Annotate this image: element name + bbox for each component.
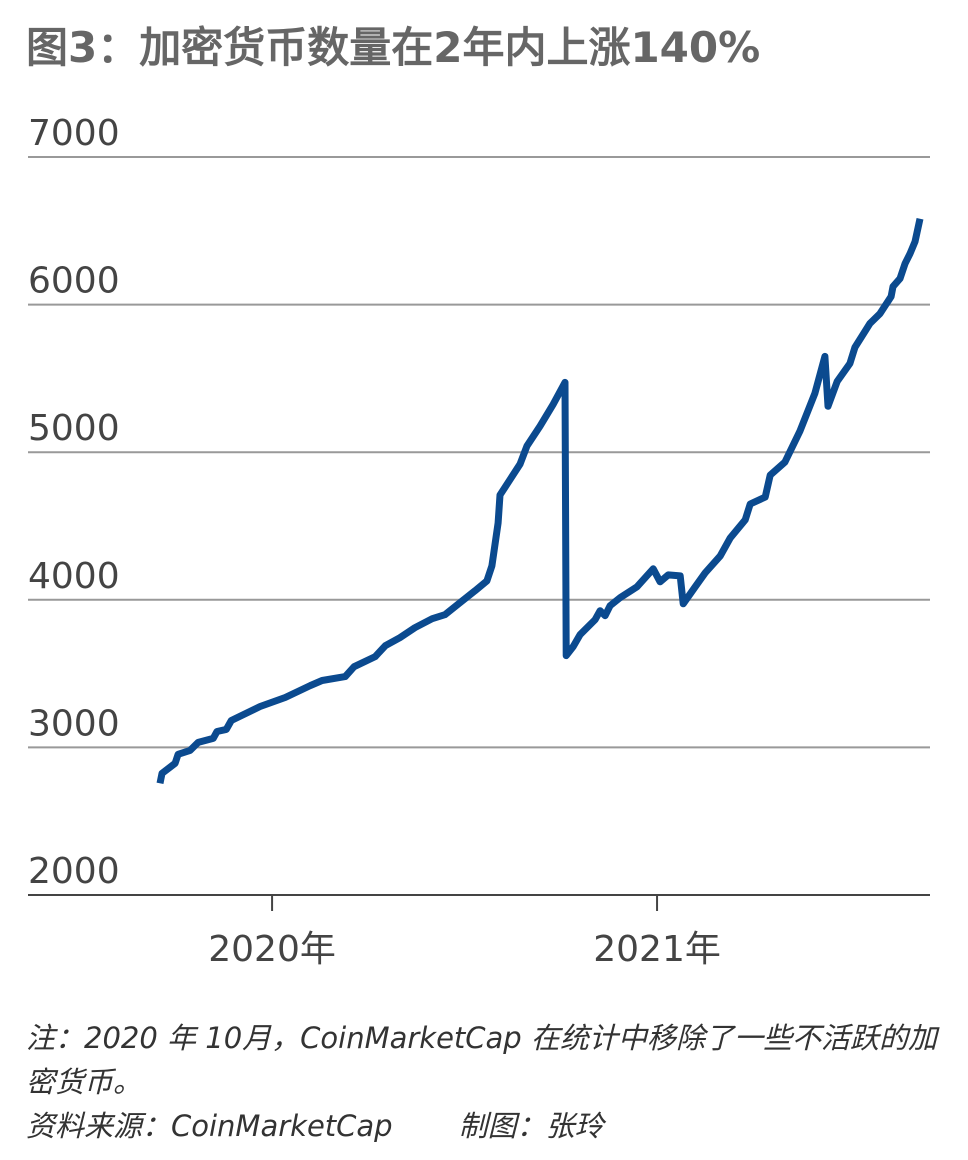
y-tick-label: 2000	[28, 851, 120, 892]
footer: 资料来源：CoinMarketCap 制图：张玲	[26, 1104, 604, 1148]
y-tick-label: 5000	[28, 408, 120, 449]
y-tick-label: 3000	[28, 703, 120, 744]
data-line	[156, 218, 924, 784]
x-tick-label: 2021年	[593, 929, 721, 970]
y-tick-label: 6000	[28, 261, 120, 302]
credit: 制图：张玲	[458, 1109, 604, 1143]
chart: 2000 3000 4000 5000 6000 7000 2020年 2021年	[28, 113, 930, 970]
chart-title: 图3：加密货币数量在2年内上涨140%	[26, 23, 761, 72]
x-tick-label: 2020年	[208, 929, 336, 970]
note: 注：2020 年 10月，CoinMarketCap 在统计中移除了一些不活跃的…	[26, 1021, 937, 1099]
source: 资料来源：CoinMarketCap	[26, 1109, 393, 1143]
y-tick-label: 7000	[28, 113, 120, 154]
y-tick-label: 4000	[28, 556, 120, 597]
